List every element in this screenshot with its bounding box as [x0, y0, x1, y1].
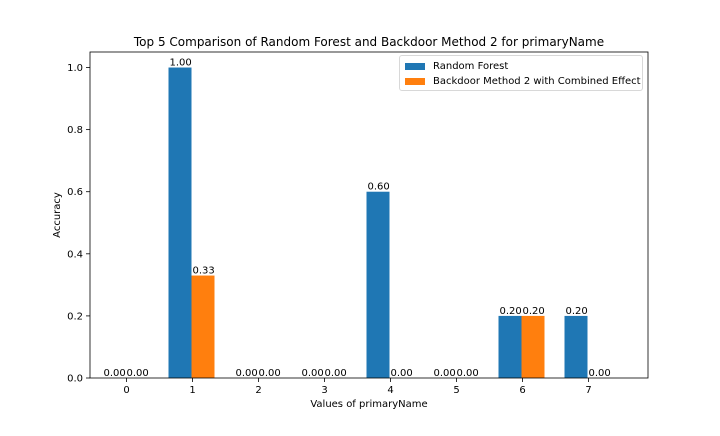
- y-tick-label: 0.8: [67, 125, 83, 136]
- x-tick-label: 3: [321, 385, 327, 396]
- bar-random-forest-6: [498, 315, 522, 378]
- y-tick-label: 0.0: [67, 374, 83, 385]
- x-tick-label: 7: [585, 385, 591, 396]
- bar-random-forest-7: [564, 315, 588, 378]
- data-label-backdoor-0: 0.00: [127, 368, 149, 379]
- x-tick-label: 2: [255, 385, 261, 396]
- x-tick-label: 5: [453, 385, 459, 396]
- bar-backdoor-6: [521, 315, 545, 378]
- data-label-random-forest-2: 0.00: [236, 368, 258, 379]
- bar-random-forest-4: [366, 191, 390, 378]
- data-label-backdoor-5: 0.00: [457, 368, 479, 379]
- bar-backdoor-1: [191, 275, 215, 378]
- data-label-backdoor-4: 0.00: [391, 368, 413, 379]
- data-label-random-forest-1: 1.00: [170, 58, 192, 69]
- data-label-random-forest-3: 0.00: [302, 368, 324, 379]
- data-label-random-forest-6: 0.20: [500, 306, 522, 317]
- legend-label-backdoor: Backdoor Method 2 with Combined Effect: [433, 75, 641, 87]
- legend-item-random-forest: Random Forest: [405, 60, 508, 72]
- data-label-backdoor-6: 0.20: [523, 306, 545, 317]
- bar-random-forest-1: [168, 67, 192, 379]
- data-label-random-forest-5: 0.00: [434, 368, 456, 379]
- plot-frame: [89, 51, 649, 379]
- legend-item-backdoor: Backdoor Method 2 with Combined Effect: [405, 75, 641, 87]
- data-label-backdoor-7: 0.00: [589, 368, 611, 379]
- x-tick-label: 1: [189, 385, 195, 396]
- x-tick-label: 0: [123, 385, 129, 396]
- x-axis-label: Values of primaryName: [310, 399, 427, 410]
- data-label-backdoor-3: 0.00: [325, 368, 347, 379]
- x-tick-label: 6: [519, 385, 525, 396]
- data-label-backdoor-1: 0.33: [193, 266, 215, 277]
- legend: Random Forest Backdoor Method 2 with Com…: [399, 55, 643, 91]
- y-tick-label: 1.0: [67, 63, 83, 74]
- x-tick-label: 4: [387, 385, 393, 396]
- legend-label-random-forest: Random Forest: [433, 60, 509, 72]
- y-tick-label: 0.2: [67, 311, 83, 322]
- legend-swatch-backdoor: [405, 77, 425, 85]
- data-label-backdoor-2: 0.00: [259, 368, 281, 379]
- y-axis-label: Accuracy: [52, 192, 63, 238]
- data-label-random-forest-4: 0.60: [368, 182, 390, 193]
- data-label-random-forest-7: 0.20: [566, 306, 588, 317]
- legend-swatch-random-forest: [405, 62, 425, 70]
- chart-title: Top 5 Comparison of Random Forest and Ba…: [133, 35, 604, 49]
- y-tick-label: 0.4: [67, 249, 83, 260]
- y-tick-label: 0.6: [67, 187, 83, 198]
- data-label-random-forest-0: 0.00: [104, 368, 126, 379]
